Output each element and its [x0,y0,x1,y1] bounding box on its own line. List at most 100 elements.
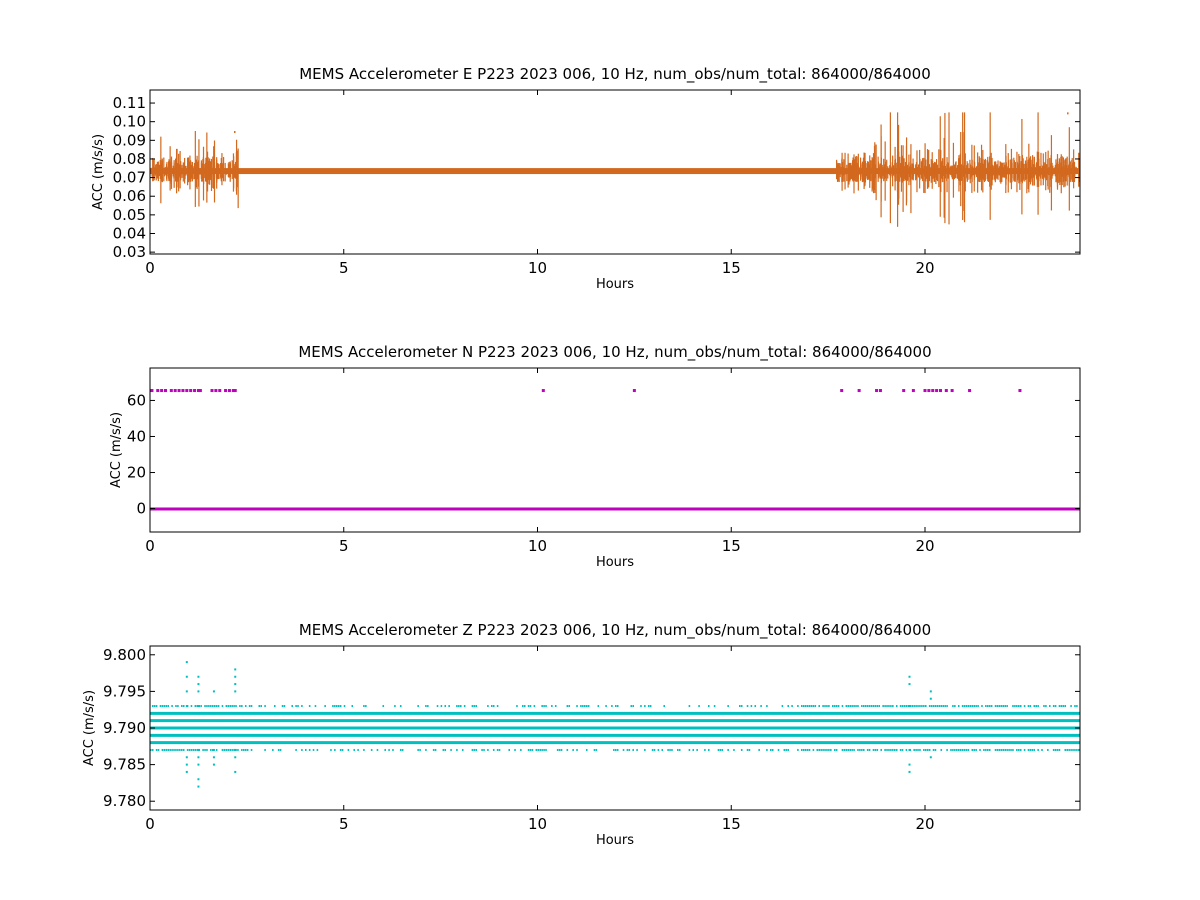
x-tick-label: 5 [339,537,349,555]
data-spike-point [234,712,237,715]
data-series [150,661,1080,788]
data-outlier-point [857,389,861,393]
data-outlier-point [164,389,167,393]
x-tick-label: 20 [915,259,934,277]
data-spike-point [908,770,911,773]
data-outlier-point [198,389,202,393]
data-spike-point [234,719,237,722]
y-tick-label: 0.08 [113,150,146,168]
y-tick-label: 0.09 [113,131,146,149]
x-tick-label: 15 [722,259,741,277]
data-outlier-point [160,389,164,393]
data-spike-point [212,712,215,715]
data-outlier-point [840,389,844,393]
x-tick-label: 0 [145,259,155,277]
y-tick-label: 0.05 [113,206,146,224]
x-tick-label: 15 [722,537,741,555]
data-outlier-point [878,389,882,393]
data-outlier-point [193,389,197,393]
data-spike-point [212,734,215,737]
data-spike-point [197,763,200,766]
data-spike-point [197,712,200,715]
x-axis-label: Hours [596,277,634,292]
data-spike-point [908,748,911,751]
y-tick-label: 0.03 [113,243,146,261]
data-spike-point [908,675,911,678]
data-spike-point [908,719,911,722]
x-axis-label: Hours [596,833,634,848]
data-spike-point [212,756,215,759]
data-outlier-point [173,389,177,393]
data-spike-point [234,748,237,751]
data-spike-point [234,690,237,693]
data-spike-point [212,690,215,693]
data-spike-point [234,668,237,671]
y-tick-label: 0.06 [113,187,146,205]
panel-title: MEMS Accelerometer E P223 2023 006, 10 H… [299,65,931,84]
data-spike-point [212,763,215,766]
y-axis-label: ACC (m/s/s) [109,412,124,488]
panel-2: MEMS Accelerometer N P223 2023 006, 10 H… [109,343,1081,570]
data-spike-point [908,763,911,766]
x-tick-label: 0 [145,537,155,555]
data-spike-point [197,785,200,788]
data-spike-point [929,719,932,722]
data-outlier-point [196,389,200,393]
data-outlier-point [968,389,972,393]
axes-frame [149,89,1081,255]
data-outlier-point [233,389,237,393]
y-tick-label: 9.800 [103,646,146,664]
data-spike-point [197,741,200,744]
y-axis-label: ACC (m/s/s) [91,134,106,210]
data-spike-point [929,727,932,729]
data-spike-point [234,741,237,744]
y-tick-label: 9.780 [103,792,146,810]
data-outlier-point [923,389,927,393]
y-tick-label: 0.07 [113,169,146,187]
data-band [150,168,1080,175]
data-outlier-point [231,389,235,393]
data-spike-point [929,734,932,737]
data-spike-point [197,719,200,722]
y-tick-label: 9.790 [103,719,146,737]
data-outlier-point [227,389,231,393]
x-tick-label: 20 [915,537,934,555]
axes-frame [149,367,1081,533]
y-tick-label: 0.11 [113,94,146,112]
data-spike-point [908,727,911,729]
x-tick-label: 10 [528,815,547,833]
data-spike-point [908,705,911,708]
data-outlier-point [210,389,214,393]
data-spike-point [929,697,932,700]
panel-1: MEMS Accelerometer E P223 2023 006, 10 H… [91,65,1081,292]
data-outlier-point [1018,389,1022,393]
data-spike-point [234,734,237,737]
x-tick-label: 15 [722,815,741,833]
data-spike-point [929,712,932,715]
data-spike-point [185,734,188,737]
data-spike-point [234,675,237,678]
panel-title: MEMS Accelerometer N P223 2023 006, 10 H… [298,343,931,362]
data-spike-point [197,734,200,737]
data-spike-point [197,756,200,759]
y-axis-label: ACC (m/s/s) [82,690,97,766]
x-tick-label: 20 [915,815,934,833]
data-outlier-point [150,389,154,393]
data-outlier-point [927,389,931,393]
y-tick-label: 40 [127,427,146,445]
data-spike-point [908,712,911,715]
data-band [150,507,1080,511]
data-spike-point [185,661,188,664]
data-spike-point [185,705,188,708]
y-tick-label: 0.04 [113,225,146,243]
data-outlier-point [177,389,181,393]
y-tick-label: 9.785 [103,756,146,774]
data-outlier-point [189,389,193,393]
data-outlier-point [185,389,189,393]
data-outlier-point [931,389,935,393]
data-spike-point [929,756,932,759]
data-spike-point [185,756,188,759]
data-outlier-point [935,389,939,393]
data-spike-point [234,756,237,759]
data-spike-point [212,741,215,744]
